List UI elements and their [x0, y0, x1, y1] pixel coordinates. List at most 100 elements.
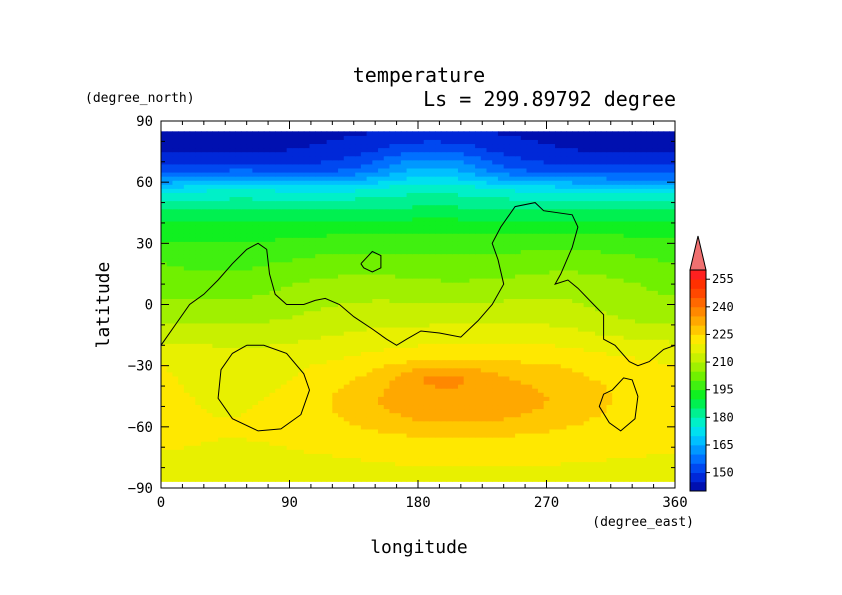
heatmap-cell — [652, 408, 659, 414]
heatmap-cell — [457, 445, 465, 450]
heatmap-cell — [258, 335, 265, 340]
heatmap-cell — [206, 404, 213, 410]
heatmap-cell — [269, 331, 276, 336]
heatmap-cell — [572, 412, 579, 418]
heatmap-cell — [229, 326, 236, 332]
heatmap-cell — [509, 449, 516, 454]
heatmap-cell — [412, 392, 419, 397]
heatmap-cell — [183, 428, 191, 434]
heatmap-cell — [463, 412, 470, 418]
heatmap-cell — [280, 261, 288, 267]
heatmap-cell — [292, 437, 299, 442]
heatmap-cell — [161, 314, 168, 320]
heatmap-cell — [292, 420, 299, 426]
heatmap-cell — [303, 277, 311, 283]
heatmap-cell — [389, 351, 396, 357]
heatmap-cell — [549, 388, 556, 393]
heatmap-cell — [629, 412, 636, 418]
heatmap-cell — [617, 286, 625, 291]
heatmap-cell — [435, 282, 442, 287]
heatmap-cell — [543, 437, 550, 442]
heatmap-cell — [412, 477, 419, 482]
heatmap-cell — [469, 428, 476, 434]
heatmap-cell — [646, 322, 653, 328]
heatmap-cell — [309, 428, 316, 434]
heatmap-cell — [623, 343, 630, 348]
heatmap-cell — [503, 265, 510, 271]
heatmap-cell — [320, 314, 328, 320]
heatmap-cell — [400, 449, 408, 454]
heatmap-cell — [166, 445, 174, 450]
heatmap-cell — [263, 424, 271, 430]
heatmap-cell — [509, 473, 516, 479]
heatmap-cell — [400, 441, 408, 446]
heatmap-cell — [480, 351, 488, 357]
heatmap-cell — [389, 326, 396, 332]
heatmap-cell — [543, 310, 550, 316]
heatmap-cell — [200, 331, 208, 336]
heatmap-cell — [640, 347, 648, 352]
heatmap-cell — [189, 412, 196, 418]
heatmap-cell — [617, 375, 625, 381]
heatmap-cell — [315, 286, 322, 291]
heatmap-cell — [200, 432, 208, 438]
heatmap-cell — [178, 331, 185, 336]
heatmap-cell — [646, 396, 653, 401]
heatmap-cell — [395, 400, 402, 406]
heatmap-cell — [303, 265, 311, 271]
heatmap-cell — [338, 384, 345, 389]
heatmap-cell — [435, 261, 442, 267]
heatmap-cell — [589, 347, 596, 352]
heatmap-cell — [292, 400, 299, 406]
heatmap-cell — [503, 384, 510, 389]
heatmap-cell — [298, 371, 305, 377]
heatmap-cell — [258, 290, 265, 295]
heatmap-cell — [526, 282, 533, 287]
heatmap-cell — [218, 379, 225, 385]
heatmap-cell — [338, 290, 345, 295]
heatmap-cell — [537, 432, 545, 438]
heatmap-cell — [172, 359, 179, 365]
heatmap-cell — [589, 265, 596, 271]
heatmap-cell — [315, 449, 322, 454]
heatmap-cell — [172, 408, 179, 414]
heatmap-cell — [326, 445, 333, 450]
heatmap-cell — [509, 416, 516, 422]
heatmap-cell — [606, 453, 613, 459]
heatmap-cell — [583, 371, 590, 377]
heatmap-cell — [669, 469, 675, 475]
heatmap-cell — [543, 339, 550, 344]
heatmap-cell — [577, 461, 585, 467]
heatmap-cell — [526, 347, 533, 352]
heatmap-cell — [218, 326, 225, 332]
heatmap-cell — [223, 465, 231, 471]
heatmap-cell — [572, 355, 579, 361]
heatmap-cell — [440, 424, 448, 430]
heatmap-cell — [246, 326, 253, 332]
heatmap-cell — [246, 314, 253, 320]
heatmap-cell — [509, 265, 516, 271]
heatmap-cell — [280, 273, 288, 279]
heatmap-cell — [646, 335, 653, 340]
heatmap-cell — [252, 469, 259, 475]
heatmap-cell — [480, 322, 488, 328]
heatmap-cell — [577, 347, 585, 352]
heatmap-cell — [640, 310, 648, 316]
heatmap-cell — [258, 286, 265, 291]
heatmap-cell — [286, 269, 293, 275]
heatmap-cell — [355, 331, 362, 336]
heatmap-cell — [280, 469, 288, 475]
heatmap-cell — [429, 477, 436, 482]
heatmap-cell — [652, 367, 659, 373]
heatmap-cell — [406, 343, 413, 348]
heatmap-cell — [600, 453, 608, 459]
heatmap-cell — [583, 445, 590, 450]
heatmap-cell — [189, 331, 196, 336]
heatmap-cell — [161, 379, 168, 385]
heatmap-cell — [360, 343, 368, 348]
heatmap-cell — [526, 375, 533, 381]
heatmap-cell — [395, 343, 402, 348]
heatmap-cell — [566, 261, 573, 267]
heatmap-cell — [555, 432, 562, 438]
heatmap-cell — [435, 294, 442, 299]
